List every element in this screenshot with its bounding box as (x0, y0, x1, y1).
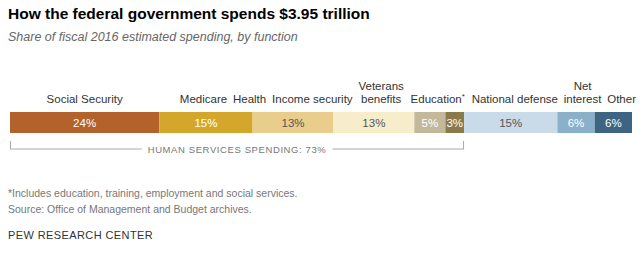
annotation: HUMAN SERVICES SPENDING: 73% (148, 144, 327, 155)
data-label: 13% (281, 117, 304, 129)
subtitle: Share of fiscal 2016 estimated spending,… (8, 30, 298, 44)
bar-segment (414, 112, 445, 133)
data-label: 3% (446, 117, 463, 129)
footnote: *Includes education, training, employmen… (8, 187, 298, 199)
bar-segment (333, 112, 414, 133)
data-label: 5% (422, 117, 439, 129)
bracket-left (10, 141, 11, 149)
bar-segment (464, 112, 557, 133)
bar-segment (557, 112, 594, 133)
category-label: Income security (272, 93, 353, 105)
label-line: Veterans (358, 80, 404, 92)
category-label: Other (607, 93, 636, 105)
label-line: National defense (472, 93, 558, 105)
data-label: 6% (568, 117, 585, 129)
label-line: Health (233, 93, 266, 105)
label-footnote-mark: * (462, 92, 465, 101)
bar-segment (10, 112, 159, 133)
data-label: 15% (499, 117, 522, 129)
data-label: 15% (194, 117, 217, 129)
data-label: 24% (73, 117, 96, 129)
label-line: Other (607, 93, 636, 105)
credit: PEW RESEARCH CENTER (8, 229, 153, 241)
category-label: Veteransbenefits (358, 80, 404, 105)
bar-segment (595, 112, 632, 133)
category-label: National defense (472, 93, 558, 105)
category-label: Education* (411, 92, 465, 105)
chart: How the federal government spends $3.95 … (0, 0, 640, 261)
label-line: Income security (272, 93, 353, 105)
category-label: Social Security (47, 93, 123, 105)
bracket-line (332, 149, 464, 150)
label-line: Medicare (180, 93, 227, 105)
data-label: 13% (362, 117, 385, 129)
category-label: Medicare (180, 93, 227, 105)
source: Source: Office of Management and Budget … (8, 203, 252, 215)
category-label: Health (233, 93, 266, 105)
title: How the federal government spends $3.95 … (8, 5, 370, 22)
label-line: interest (564, 93, 603, 105)
label-line: Social Security (47, 93, 123, 105)
category-label: Netinterest (564, 80, 603, 105)
label-line: Net (574, 80, 593, 92)
data-labels: 24% 15% 13% 13% 5% 3% 15% 6% 6% (73, 117, 622, 129)
category-labels: Social Security Medicare Health Income secu… (47, 80, 637, 105)
label-line: Education (411, 93, 462, 105)
bracket: HUMAN SERVICES SPENDING: 73% (10, 141, 464, 155)
bar-segment (253, 112, 334, 133)
bars (10, 112, 632, 133)
bracket-line (10, 149, 142, 150)
label-line: benefits (361, 93, 402, 105)
data-label: 6% (605, 117, 622, 129)
bar-segment (445, 112, 464, 133)
bracket-right (463, 141, 464, 149)
bar-segment (159, 112, 252, 133)
